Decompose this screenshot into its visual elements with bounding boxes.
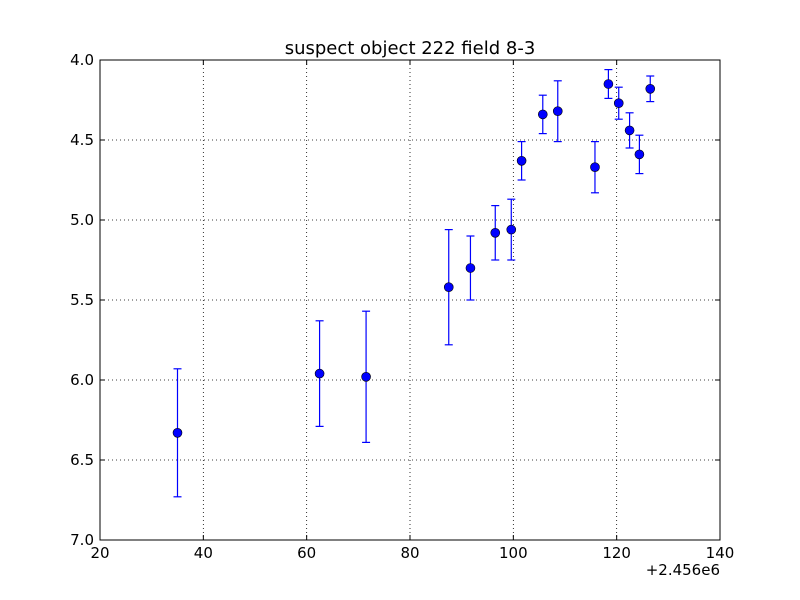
y-tick-label: 5.5 bbox=[70, 291, 94, 309]
data-point bbox=[645, 84, 656, 94]
data-point bbox=[490, 228, 501, 238]
y-tick-label: 4.5 bbox=[70, 131, 94, 149]
data-point bbox=[552, 106, 563, 116]
x-tick-label: 120 bbox=[602, 544, 631, 562]
data-point bbox=[613, 98, 624, 108]
data-point bbox=[172, 427, 183, 438]
data-points bbox=[172, 79, 656, 438]
data-point bbox=[634, 149, 645, 160]
y-tick-label: 7.0 bbox=[70, 531, 94, 549]
data-point bbox=[516, 156, 527, 166]
y-tick-label: 5.0 bbox=[70, 211, 94, 229]
y-tick-label: 6.0 bbox=[70, 371, 94, 389]
x-tick-label: 80 bbox=[400, 544, 419, 562]
y-tick-label: 6.5 bbox=[70, 451, 94, 469]
data-point bbox=[603, 79, 614, 89]
x-tick-label: 60 bbox=[297, 544, 316, 562]
x-axis-offset-label: +2.456e6 bbox=[646, 561, 720, 579]
data-point bbox=[537, 109, 548, 120]
data-point bbox=[314, 368, 325, 379]
x-tick-label: 140 bbox=[706, 544, 735, 562]
data-point bbox=[465, 263, 476, 273]
x-tick-label: 40 bbox=[194, 544, 213, 562]
data-point bbox=[506, 224, 517, 235]
data-point bbox=[361, 371, 371, 382]
x-tick-label: 20 bbox=[90, 544, 109, 562]
chart-title: suspect object 222 field 8-3 bbox=[285, 38, 536, 59]
data-point bbox=[590, 162, 600, 172]
axis-ticks bbox=[99, 59, 721, 541]
data-point bbox=[443, 282, 454, 293]
x-tick-label: 100 bbox=[499, 544, 528, 562]
y-tick-label: 4.0 bbox=[70, 51, 94, 69]
tick-labels: 20 40 60 80 100 120 140 4.0 4.5 5.0 5.5 6.0 6.5 7.0 bbox=[70, 51, 734, 562]
data-point bbox=[624, 125, 635, 136]
